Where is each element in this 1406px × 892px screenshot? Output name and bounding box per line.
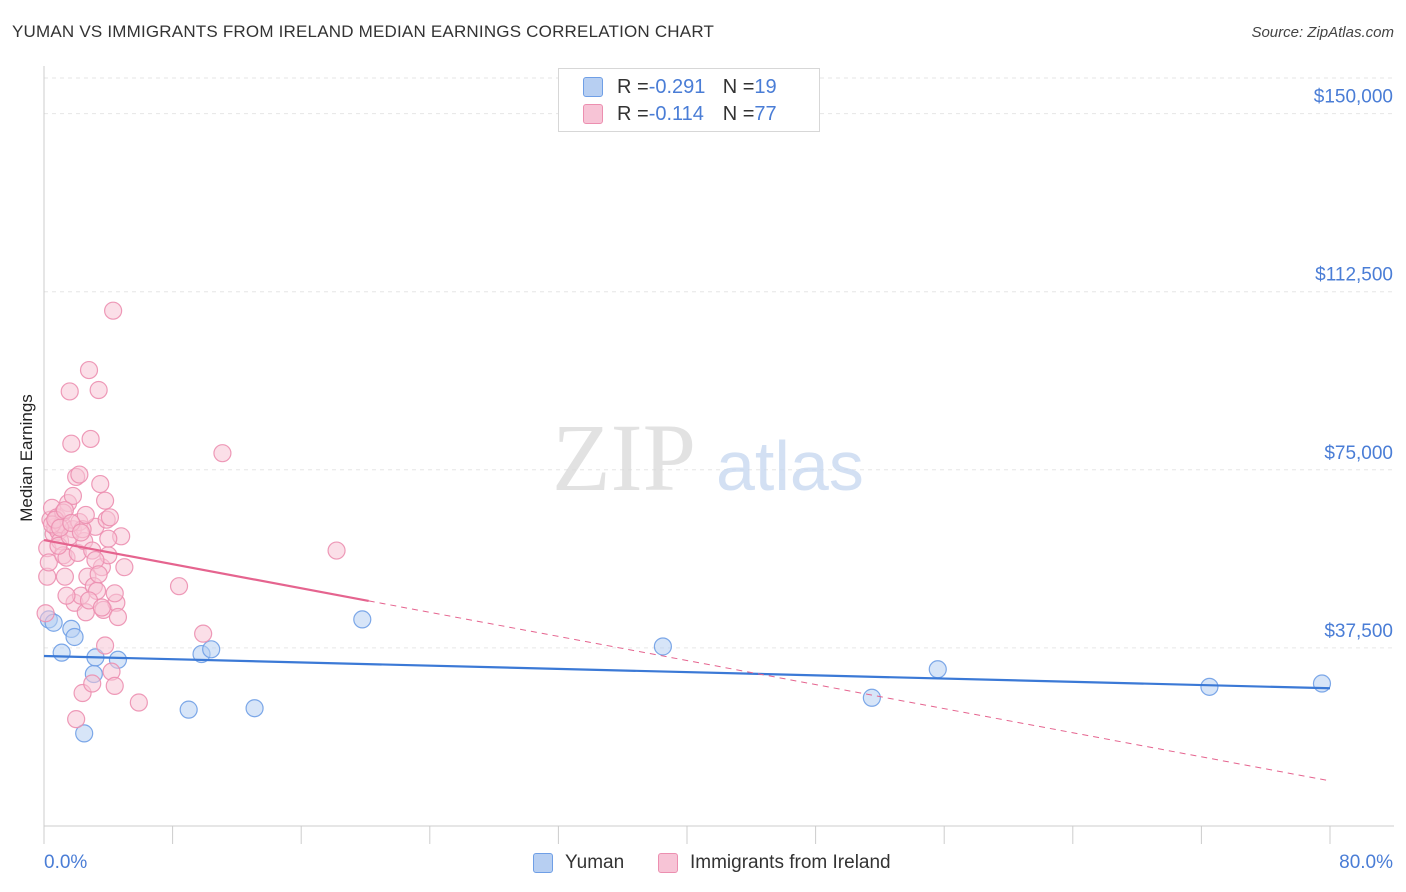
data-point (327, 541, 346, 560)
data-point (76, 505, 95, 525)
data-point (95, 636, 115, 655)
ireland-trend-extension (368, 600, 1331, 782)
y-tick-labels: $37,500 $75,000 $112,500 $150,000 (1314, 87, 1393, 642)
r-label: R = (617, 75, 649, 98)
n-label: N = (722, 75, 755, 98)
data-point (52, 643, 71, 662)
data-point (63, 486, 83, 506)
data-point (213, 444, 232, 463)
legend-item-ireland[interactable]: Immigrants from Ireland (658, 852, 891, 874)
data-point (108, 607, 128, 627)
series-yuman-points (39, 610, 1332, 743)
data-point (91, 474, 110, 494)
data-point (70, 465, 89, 484)
ireland-legend-swatch (658, 853, 678, 873)
data-point (71, 523, 91, 542)
data-point (36, 604, 55, 623)
data-point (353, 610, 372, 629)
data-point (1312, 674, 1332, 693)
legend-label-yuman: Yuman (565, 852, 625, 873)
data-point (104, 301, 123, 320)
watermark: ZIP atlas (552, 404, 864, 511)
data-point (62, 434, 81, 453)
axes (43, 66, 1394, 844)
x-axis-max-label: 80.0% (1339, 852, 1393, 873)
data-points (36, 301, 1332, 743)
legend-label-ireland: Immigrants from Ireland (690, 852, 891, 873)
data-point (653, 637, 672, 656)
series-legend: Yuman Immigrants from Ireland (0, 852, 1406, 876)
data-point (105, 584, 124, 603)
n-label: N = (722, 102, 755, 125)
data-point (65, 627, 84, 647)
data-point (67, 710, 86, 729)
n-value: 19 (754, 75, 777, 98)
data-point (245, 699, 264, 718)
chart-title: YUMAN VS IMMIGRANTS FROM IRELAND MEDIAN … (12, 22, 715, 41)
legend-row-ireland: R = -0.114 N = 77 (583, 102, 777, 126)
data-point (169, 577, 189, 596)
series-ireland-points (36, 301, 346, 729)
y-tick-label: $75,000 (1324, 443, 1393, 464)
gridlines (44, 77, 1394, 649)
watermark-zip: ZIP (552, 404, 696, 511)
data-point (79, 360, 99, 380)
data-point (928, 660, 947, 679)
y-tick-label: $112,500 (1315, 265, 1393, 286)
r-label: R = (617, 102, 649, 125)
data-point (202, 640, 221, 659)
data-point (1200, 677, 1219, 696)
data-point (57, 586, 76, 605)
source-credit: Source: ZipAtlas.com (1251, 24, 1394, 41)
legend-row-yuman: R = -0.291 N = 19 (583, 75, 777, 99)
correlation-legend: R = -0.291 N = 19 R = -0.114 N = 77 (558, 68, 820, 132)
y-tick-label: $37,500 (1324, 621, 1393, 642)
data-point (129, 693, 148, 712)
data-point (89, 380, 108, 400)
legend-item-yuman[interactable]: Yuman (533, 852, 624, 874)
data-point (105, 676, 124, 695)
y-tick-label: $150,000 (1314, 87, 1393, 108)
r-value: -0.114 (648, 102, 704, 125)
ireland-trend-line (43, 539, 369, 602)
data-point (60, 382, 79, 401)
data-point (862, 688, 881, 707)
watermark-atlas: atlas (716, 427, 864, 505)
data-point (81, 429, 100, 449)
r-value: -0.291 (648, 75, 706, 98)
data-point (55, 567, 74, 586)
data-point (83, 674, 102, 693)
data-point (95, 491, 115, 510)
x-axis-min-label: 0.0% (44, 852, 88, 873)
data-point (115, 558, 134, 577)
yuman-trend-line (43, 654, 1331, 690)
data-point (89, 565, 108, 584)
data-point (99, 529, 118, 548)
data-point (194, 624, 213, 643)
yuman-swatch (583, 77, 603, 97)
data-point (39, 553, 58, 572)
data-point (100, 508, 120, 527)
data-point (179, 700, 198, 719)
data-point (92, 598, 111, 617)
yuman-legend-swatch (533, 853, 553, 873)
ireland-swatch (583, 104, 603, 124)
data-point (75, 724, 94, 743)
trend-lines (43, 539, 1331, 782)
n-value: 77 (754, 102, 777, 125)
